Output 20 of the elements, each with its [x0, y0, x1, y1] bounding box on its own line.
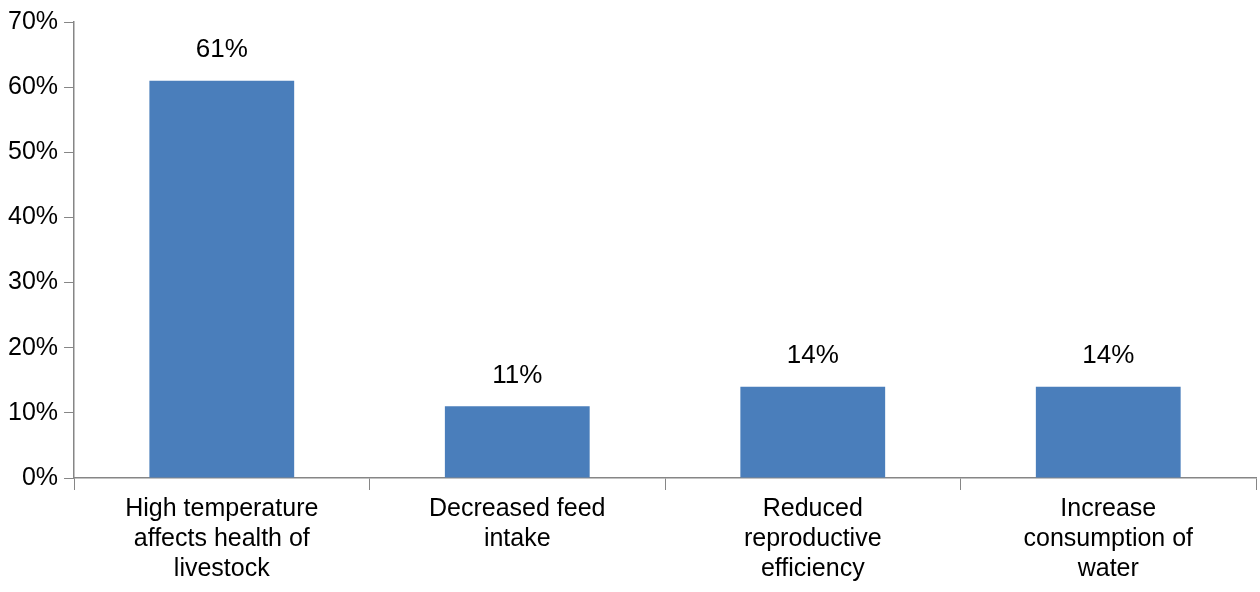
x-tick-label: Increase consumption of water: [1023, 492, 1194, 581]
y-tick-label: 0%: [21, 461, 59, 490]
x-tick-label: Reduced reproductive efficiency: [743, 492, 882, 581]
y-tick-label: 70%: [7, 5, 59, 34]
y-tick-label: 40%: [7, 201, 59, 230]
data-label: 11%: [492, 358, 543, 389]
bar: [444, 406, 590, 478]
y-tick-label: 50%: [7, 136, 59, 165]
x-tick-label: High temperature affects health of livestock: [125, 492, 319, 581]
data-label: 14%: [1082, 338, 1135, 369]
y-tick-label: 30%: [7, 266, 59, 295]
y-tick-label: 60%: [7, 71, 59, 100]
data-label: 61%: [195, 32, 248, 63]
data-label: 14%: [786, 338, 839, 369]
y-tick-label: 10%: [7, 396, 59, 425]
bar: [740, 386, 886, 478]
bar: [149, 80, 295, 478]
bar: [1035, 386, 1181, 478]
x-tick-label: Decreased feed intake: [429, 492, 606, 551]
y-tick-label: 20%: [7, 331, 59, 360]
